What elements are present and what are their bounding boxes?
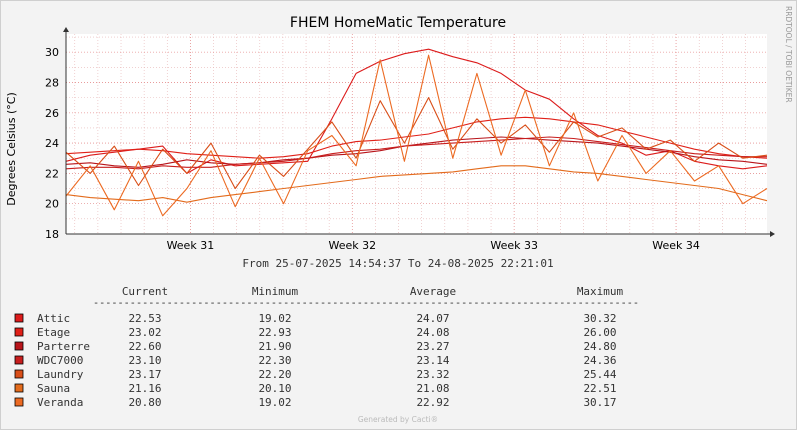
x-tick-labels: Week 31 Week 32 Week 33 Week 34 [167,239,700,252]
legend-value-average: 23.27 [416,340,449,353]
legend-series-name: Attic [37,312,70,325]
series-line-laundry [65,97,768,190]
legend-value-maximum: 30.32 [583,312,616,325]
legend-value-average: 21.08 [416,382,449,395]
x-axis-arrow [770,231,775,237]
legend-value-average: 24.07 [416,312,449,325]
legend-value-minimum: 22.30 [258,354,291,367]
y-axis-label: Degrees Celsius (°C) [5,92,18,206]
y-tick-label: 22 [45,167,59,180]
legend-value-minimum: 22.93 [258,326,291,339]
legend-value-average: 23.32 [416,368,449,381]
legend-value-average: 23.14 [416,354,449,367]
legend-value-current: 23.10 [128,354,161,367]
grid [66,34,767,235]
legend-value-maximum: 22.51 [583,382,616,395]
legend-value-maximum: 26.00 [583,326,616,339]
legend-series-name: Etage [37,326,70,339]
y-tick-label: 30 [45,46,59,59]
x-tick-label: Week 33 [490,239,538,252]
legend: Current Minimum Average Maximum --------… [14,285,639,409]
legend-value-minimum: 21.90 [258,340,291,353]
legend-value-maximum: 24.80 [583,340,616,353]
legend-value-minimum: 19.02 [258,396,291,409]
date-range: From 25-07-2025 14:54:37 To 24-08-2025 2… [242,257,553,270]
y-tick-label: 24 [45,137,59,150]
legend-swatch [14,327,24,337]
x-tick-label: Week 31 [167,239,215,252]
series-line-etage [65,116,768,159]
chart-title: FHEM HomeMatic Temperature [290,15,506,31]
legend-swatch [14,313,24,323]
plot-area [66,34,767,234]
legend-value-current: 23.17 [128,368,161,381]
axes [63,27,775,237]
legend-value-average: 24.08 [416,326,449,339]
legend-rows: Attic 22.53 19.02 24.07 30.32 Etage 23.02 22.93… [14,312,617,409]
y-tick-label: 20 [45,198,59,211]
legend-value-maximum: 30.17 [583,396,616,409]
legend-value-average: 22.92 [416,396,449,409]
legend-rule: ----------------------------------------… [93,296,639,309]
x-tick-label: Week 34 [652,239,700,252]
legend-value-maximum: 24.36 [583,354,616,367]
legend-header-average: Average [410,285,456,298]
rrdtool-credit: RRDTOOL / TOBI OETIKER [784,6,793,103]
y-axis-arrow [63,27,69,32]
legend-header-minimum: Minimum [252,285,299,298]
legend-series-name: Parterre [37,340,90,353]
series-line-sauna [65,165,768,203]
legend-value-current: 20.80 [128,396,161,409]
legend-swatch [14,355,24,365]
legend-series-name: Laundry [37,368,84,381]
footer-credit: Generated by Cacti® [358,415,438,424]
y-tick-label: 18 [45,228,59,241]
y-tick-label: 28 [45,76,59,89]
legend-swatch [14,369,24,379]
y-tick-label: 26 [45,107,59,120]
legend-series-name: Sauna [37,382,70,395]
legend-series-name: Veranda [37,396,83,409]
legend-value-maximum: 25.44 [583,368,616,381]
legend-series-name: WDC7000 [37,354,83,367]
legend-value-current: 21.16 [128,382,161,395]
legend-value-current: 22.60 [128,340,161,353]
legend-value-current: 22.53 [128,312,161,325]
series-line-veranda [65,54,768,217]
legend-swatch [14,397,24,407]
legend-value-minimum: 19.02 [258,312,291,325]
legend-value-minimum: 20.10 [258,382,291,395]
legend-value-current: 23.02 [128,326,161,339]
legend-header-current: Current [122,285,168,298]
legend-swatch [14,341,24,351]
series-group [65,48,768,217]
legend-value-minimum: 22.20 [258,368,291,381]
y-tick-labels: 18 20 22 24 26 28 30 [45,46,59,241]
series-line-parterre [65,136,768,168]
legend-swatch [14,383,24,393]
x-tick-label: Week 32 [328,239,376,252]
legend-header-maximum: Maximum [577,285,624,298]
